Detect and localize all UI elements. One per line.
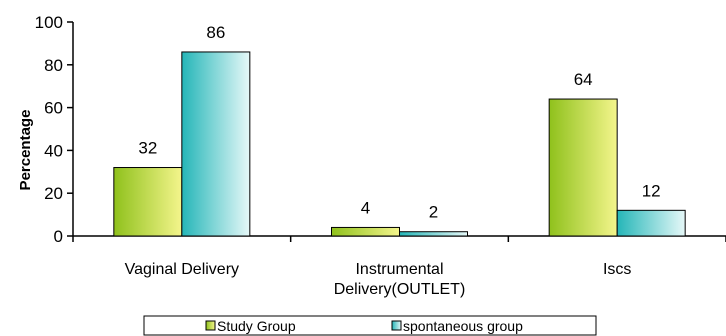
x-category-label: Iscs: [603, 261, 631, 278]
y-tick-label: 60: [44, 99, 63, 118]
data-label: 2: [429, 203, 438, 222]
data-label: 32: [138, 139, 157, 158]
y-tick-label: 0: [54, 227, 63, 246]
plot-area: 0 20 40 60 80 100 32 86 Vaginal Delivery 4 2 Instru…: [35, 13, 726, 298]
data-label: 12: [642, 181, 661, 200]
bar: [616, 209, 686, 237]
y-tick-label: 80: [44, 56, 63, 75]
legend-swatch: [205, 320, 216, 331]
legend-entry: spontaneous group: [403, 318, 523, 334]
data-label: 64: [574, 70, 593, 89]
y-tick-label: 100: [35, 13, 63, 32]
y-tick-label: 20: [44, 184, 63, 203]
bar: [331, 226, 400, 237]
y-axis-label: Percentage: [17, 110, 34, 191]
legend-entry: Study Group: [217, 318, 296, 334]
data-label: 4: [361, 198, 370, 217]
bar: [548, 98, 618, 237]
x-category-label: Delivery(OUTLET): [334, 281, 466, 298]
x-category-label: Instrumental: [355, 261, 443, 278]
legend: Study Group spontaneous group: [143, 315, 597, 336]
bar: [181, 51, 251, 237]
data-label: 86: [206, 23, 225, 42]
legend-box: [143, 315, 597, 336]
legend-swatch: [391, 320, 402, 331]
x-category-label: Vaginal Delivery: [125, 261, 239, 278]
bar: [399, 231, 468, 237]
bar: [113, 167, 183, 237]
y-tick-label: 40: [44, 141, 63, 160]
